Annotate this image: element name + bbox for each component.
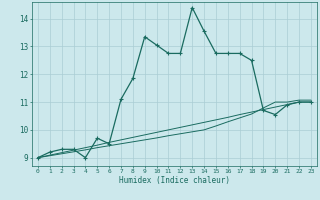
X-axis label: Humidex (Indice chaleur): Humidex (Indice chaleur) (119, 176, 230, 185)
